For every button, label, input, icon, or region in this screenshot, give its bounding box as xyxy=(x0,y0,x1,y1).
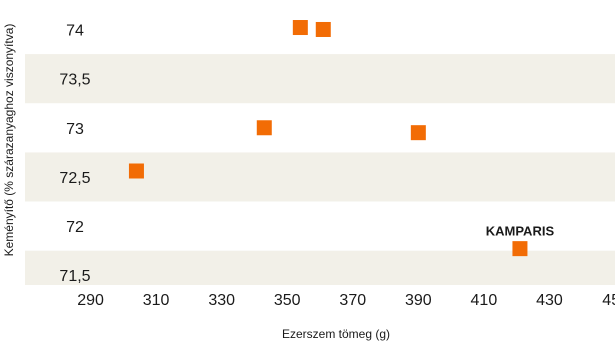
x-tick-label: 410 xyxy=(471,292,498,309)
data-point xyxy=(512,241,528,257)
background-band xyxy=(25,103,615,153)
x-tick-label: 390 xyxy=(405,292,432,309)
y-axis-ticks: 71,5 72 72,5 73 73,5 74 xyxy=(59,22,90,285)
y-tick-label: 71,5 xyxy=(59,268,90,285)
y-tick-label: 73 xyxy=(66,121,84,138)
x-tick-label: 290 xyxy=(77,292,104,309)
x-tick-label: 310 xyxy=(143,292,170,309)
x-axis-title: Ezerszem tömeg (g) xyxy=(282,327,390,341)
x-axis-ticks: 290 310 330 350 370 390 410 430 450 xyxy=(77,292,615,309)
background-band xyxy=(25,54,615,104)
background-band xyxy=(25,152,615,202)
y-tick-label: 74 xyxy=(66,22,84,39)
x-tick-label: 430 xyxy=(536,292,563,309)
point-labels: KAMPARIS xyxy=(486,224,555,239)
data-point xyxy=(256,120,272,136)
y-tick-label: 73,5 xyxy=(59,72,90,89)
data-point xyxy=(292,20,308,36)
background-band xyxy=(25,250,615,285)
data-point xyxy=(128,163,144,179)
x-tick-label: 330 xyxy=(208,292,235,309)
data-point xyxy=(315,21,331,37)
data-point xyxy=(410,125,426,141)
point-label: KAMPARIS xyxy=(486,224,555,239)
y-tick-label: 72,5 xyxy=(59,170,90,187)
y-tick-label: 72 xyxy=(66,219,84,236)
data-points xyxy=(128,20,528,257)
x-tick-label: 350 xyxy=(274,292,301,309)
x-tick-label: 450 xyxy=(602,292,615,309)
y-axis-title: Keményítő (% szárazanyaghoz viszonyítva) xyxy=(2,24,16,257)
x-tick-label: 370 xyxy=(339,292,366,309)
